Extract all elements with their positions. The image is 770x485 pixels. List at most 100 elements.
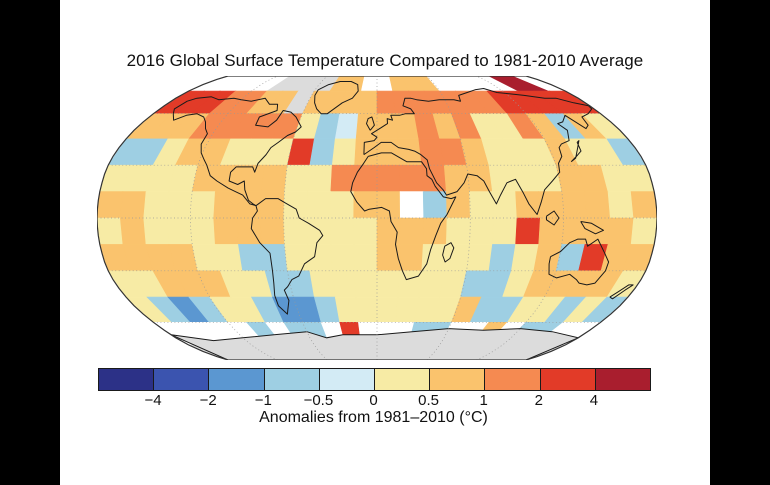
anomaly-cell	[309, 270, 336, 298]
anomaly-cell	[353, 191, 378, 219]
anomaly-cell	[261, 164, 288, 192]
anomaly-cell	[259, 217, 285, 245]
antarctica-landmass	[170, 328, 580, 360]
colorbar-segment	[429, 369, 485, 390]
coastline	[570, 140, 582, 163]
colorbar-segment	[318, 369, 375, 390]
coastline	[363, 88, 593, 215]
anomaly-cell	[488, 164, 516, 192]
anomaly-cell	[488, 244, 516, 272]
graticule-meridian	[476, 76, 565, 360]
anomaly-cell	[421, 244, 447, 272]
colorbar-tick-label: 0.5	[418, 392, 440, 409]
anomaly-cell	[376, 164, 401, 192]
anomaly-cell	[236, 217, 262, 245]
letterbox-left	[0, 0, 60, 485]
coastline	[350, 152, 457, 281]
coastline	[442, 242, 455, 263]
anomaly-cell	[561, 191, 588, 219]
anomaly-cell	[329, 217, 355, 245]
colorbar-segment	[153, 369, 209, 390]
anomaly-cell	[213, 191, 239, 219]
colorbar-tick-label: −2	[199, 392, 217, 409]
anomaly-cell	[284, 164, 311, 192]
colorbar-segment	[208, 369, 264, 390]
colorbar-tick-label: 2	[534, 392, 543, 409]
anomaly-cell	[376, 191, 401, 219]
anomaly-cell	[630, 191, 657, 219]
anomaly-cell	[331, 138, 357, 166]
anomaly-cell	[443, 244, 470, 272]
anomaly-cell	[306, 191, 332, 219]
anomaly-cell	[330, 164, 355, 192]
anomaly-cell	[166, 191, 193, 219]
colorbar-tick-label: −0.5	[303, 392, 334, 409]
anomaly-cell	[283, 217, 309, 245]
anomaly-cell	[466, 244, 493, 272]
anomaly-cell	[492, 217, 518, 245]
anomaly-cell	[397, 270, 423, 298]
anomaly-cell	[307, 164, 333, 192]
anomaly-cell	[238, 164, 266, 192]
anomaly-cell	[214, 164, 243, 192]
colorbar-tick-label: −1	[254, 392, 272, 409]
colorbar-segment	[263, 369, 319, 390]
anomaly-cell	[399, 244, 424, 272]
graticule-meridian	[283, 76, 328, 360]
coastline	[546, 210, 560, 226]
anomaly-cell	[376, 270, 400, 298]
projection-outline	[97, 76, 657, 360]
anomaly-cell	[329, 191, 355, 219]
anomaly-cell	[143, 191, 170, 219]
anomaly-cell	[214, 244, 243, 272]
colorbar	[98, 368, 651, 391]
anomaly-cell	[399, 164, 424, 192]
anomaly-cell	[119, 191, 147, 219]
anomaly-cell	[166, 217, 193, 245]
world-anomaly-map	[97, 76, 657, 360]
anomaly-cell	[355, 296, 378, 323]
anomaly-cell	[213, 217, 239, 245]
coastline	[172, 96, 302, 207]
coastline	[250, 198, 324, 315]
anomaly-cell	[584, 217, 611, 245]
coastline	[580, 221, 604, 235]
figure-title: 2016 Global Surface Temperature Compared…	[126, 51, 644, 70]
anomaly-cell	[376, 296, 399, 323]
anomaly-cell	[515, 217, 541, 245]
anomaly-cell	[97, 217, 124, 245]
colorbar-segment	[484, 369, 540, 390]
anomaly-cell	[143, 217, 170, 245]
anomaly-cell	[399, 191, 425, 219]
coastline	[366, 116, 375, 131]
anomaly-cell	[630, 217, 657, 245]
anomaly-cell	[189, 217, 216, 245]
anomaly-cell	[353, 244, 378, 272]
colorbar-tick-label: 0	[369, 392, 378, 409]
anomaly-cell	[238, 244, 266, 272]
anomaly-cell	[607, 217, 635, 245]
anomaly-cell	[307, 244, 333, 272]
anomaly-cell	[119, 217, 147, 245]
anomaly-cell	[376, 90, 396, 115]
anomaly-cell	[445, 217, 471, 245]
anomaly-cell	[399, 217, 425, 245]
anomaly-cell	[97, 191, 124, 219]
colorbar-ticks: −4 −2 −1 −0.5 0 0.5 1 2 4	[98, 392, 649, 410]
anomaly-cell	[584, 191, 611, 219]
colorbar-segment	[374, 369, 430, 390]
colorbar-tick-label: −4	[144, 392, 162, 409]
figure-panel: 2016 Global Surface Temperature Compared…	[60, 0, 710, 485]
anomaly-cell	[353, 217, 378, 245]
anomaly-cell	[469, 191, 495, 219]
anomaly-cell	[445, 191, 471, 219]
anomaly-cell	[358, 90, 378, 115]
graticule-meridian	[426, 76, 471, 360]
coastline	[314, 81, 359, 115]
anomaly-cell	[422, 217, 448, 245]
colorbar-segment	[539, 369, 595, 390]
anomaly-cell	[422, 191, 448, 219]
anomaly-cell	[331, 270, 357, 298]
anomaly-cell	[309, 138, 336, 166]
